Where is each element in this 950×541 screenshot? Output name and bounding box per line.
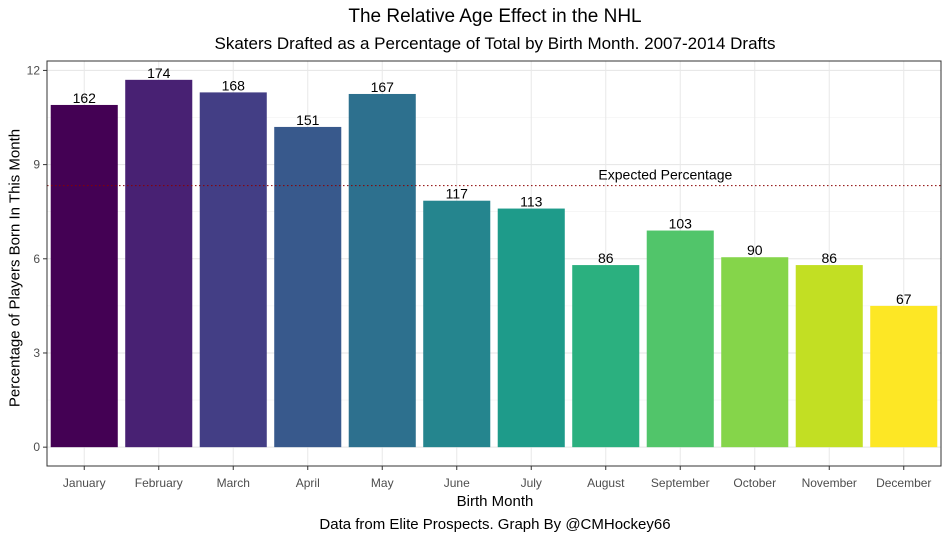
- x-tick-label: April: [296, 476, 320, 490]
- x-tick-label: May: [371, 476, 394, 490]
- bar-august: [572, 265, 640, 448]
- x-tick-label: December: [876, 476, 931, 490]
- data-label: 117: [446, 186, 469, 202]
- data-label: 86: [821, 250, 837, 266]
- plot-panel: [47, 61, 941, 466]
- bar-october: [721, 257, 789, 448]
- x-tick-label: March: [217, 476, 250, 490]
- bar-july: [497, 208, 565, 448]
- data-label: 90: [747, 242, 763, 258]
- bar-june: [423, 200, 491, 448]
- data-label: 113: [520, 194, 543, 210]
- data-label: 86: [598, 250, 614, 266]
- data-label: 168: [222, 77, 246, 93]
- x-tick-label: September: [651, 476, 710, 490]
- x-tick-label: January: [63, 476, 106, 490]
- x-tick-label: August: [587, 476, 625, 490]
- x-tick-label: February: [135, 476, 183, 490]
- data-label: 103: [669, 216, 693, 232]
- x-tick-label: November: [802, 476, 857, 490]
- plot-border: [46, 60, 942, 467]
- y-tick-label: 9: [33, 158, 40, 172]
- y-tick-label: 0: [33, 440, 40, 454]
- bar-april: [274, 126, 342, 448]
- bar-february: [125, 79, 193, 448]
- data-label: 67: [896, 291, 912, 307]
- bar-september: [646, 230, 714, 448]
- bar-november: [795, 265, 863, 448]
- x-tick-label: October: [733, 476, 776, 490]
- chart-title: The Relative Age Effect in the NHL: [348, 6, 642, 27]
- y-tick-label: 12: [27, 63, 41, 77]
- bar-january: [50, 104, 118, 448]
- chart-subtitle: Skaters Drafted as a Percentage of Total…: [214, 34, 776, 53]
- bar-march: [199, 92, 267, 448]
- data-label: 162: [73, 90, 97, 106]
- x-tick-label: July: [521, 476, 542, 490]
- bar-may: [348, 93, 416, 448]
- data-label: 151: [296, 112, 320, 128]
- x-tick-label: June: [444, 476, 470, 490]
- data-label: 167: [371, 79, 395, 95]
- y-tick-label: 3: [33, 346, 40, 360]
- data-label: 174: [147, 65, 171, 81]
- bar-december: [870, 305, 938, 448]
- reference-line-label: Expected Percentage: [598, 167, 732, 183]
- chart-caption: Data from Elite Prospects. Graph By @CMH…: [319, 516, 671, 533]
- y-tick-label: 6: [33, 252, 40, 266]
- x-axis-label: Birth Month: [456, 493, 534, 510]
